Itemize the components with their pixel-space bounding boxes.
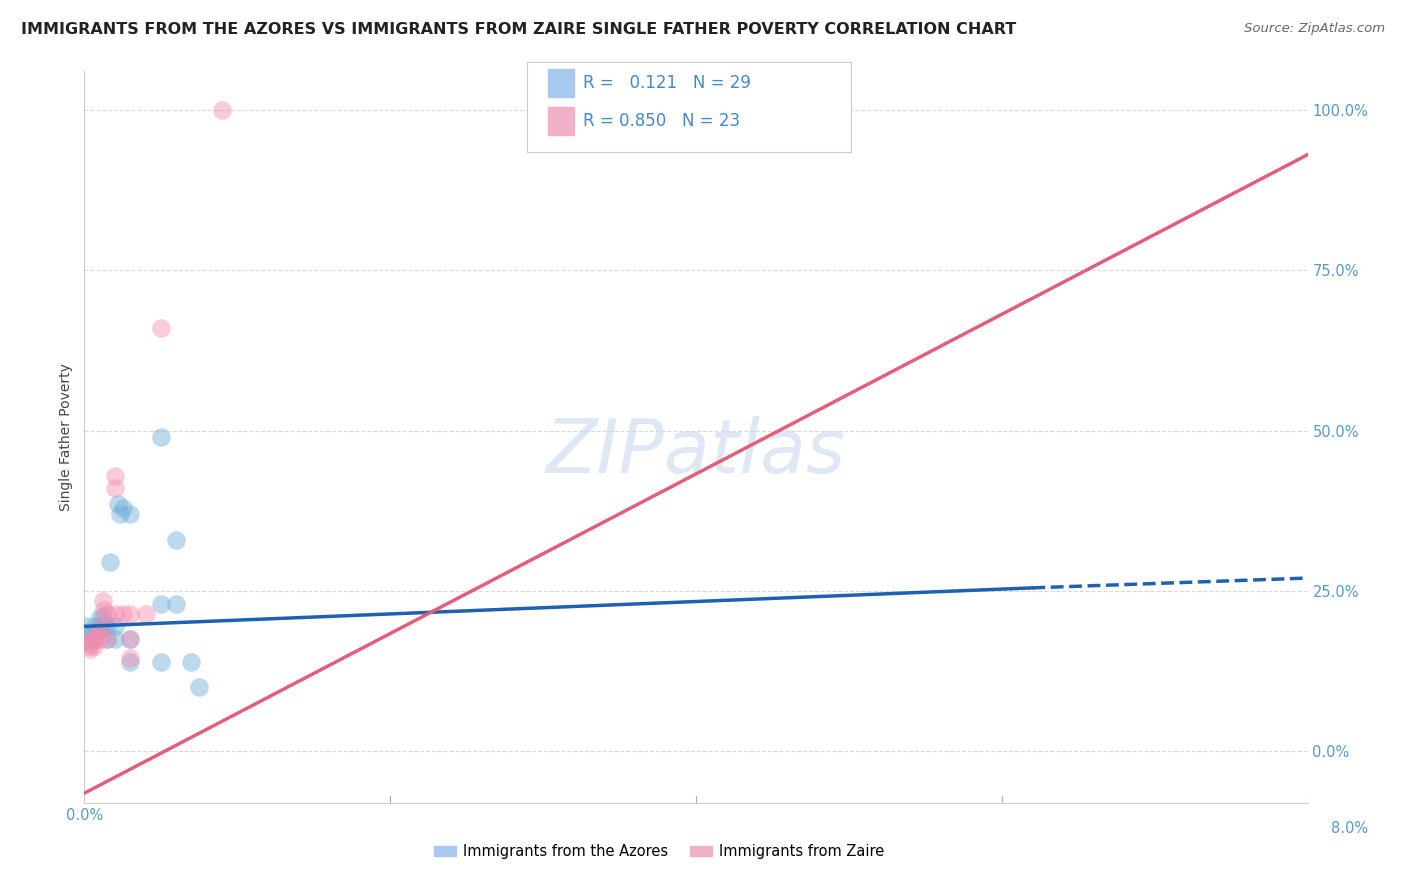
Point — [104, 482, 127, 496]
Text: 8.0%: 8.0% — [1330, 822, 1368, 837]
Point — [83, 639, 105, 653]
Point — [86, 623, 108, 637]
Point — [104, 619, 127, 633]
Point — [104, 607, 127, 621]
Y-axis label: Single Father Poverty: Single Father Poverty — [59, 363, 73, 511]
Point — [149, 597, 172, 611]
Point — [120, 655, 142, 669]
Point — [89, 632, 111, 647]
Text: IMMIGRANTS FROM THE AZORES VS IMMIGRANTS FROM ZAIRE SINGLE FATHER POVERTY CORREL: IMMIGRANTS FROM THE AZORES VS IMMIGRANTS… — [21, 22, 1017, 37]
Point — [165, 533, 187, 547]
Point — [91, 609, 114, 624]
Point — [188, 681, 211, 695]
Point — [76, 619, 98, 633]
Point — [107, 498, 129, 512]
Point — [120, 632, 142, 647]
Point — [180, 655, 202, 669]
Point — [93, 603, 115, 617]
Point — [83, 632, 105, 647]
Point — [98, 555, 121, 569]
Text: Source: ZipAtlas.com: Source: ZipAtlas.com — [1244, 22, 1385, 36]
Legend: Immigrants from the Azores, Immigrants from Zaire: Immigrants from the Azores, Immigrants f… — [429, 838, 890, 865]
Point — [120, 651, 142, 665]
Point — [80, 625, 103, 640]
Point — [165, 597, 187, 611]
Point — [93, 619, 115, 633]
Point — [104, 468, 127, 483]
Point — [135, 607, 157, 621]
Point — [84, 632, 107, 647]
Point — [108, 507, 131, 521]
Point — [149, 321, 172, 335]
Point — [149, 430, 172, 444]
Point — [120, 632, 142, 647]
Point — [76, 635, 98, 649]
Point — [96, 619, 118, 633]
Point — [79, 635, 101, 649]
Point — [96, 632, 118, 647]
Point — [89, 609, 111, 624]
Point — [89, 619, 111, 633]
Point — [104, 632, 127, 647]
Point — [211, 103, 233, 117]
Point — [120, 507, 142, 521]
Point — [111, 500, 134, 515]
Point — [77, 639, 100, 653]
Point — [77, 629, 100, 643]
Point — [149, 655, 172, 669]
Text: R = 0.850   N = 23: R = 0.850 N = 23 — [583, 112, 741, 130]
Point — [91, 593, 114, 607]
Point — [86, 629, 108, 643]
Point — [120, 607, 142, 621]
Point — [89, 619, 111, 633]
Text: ZIPatlas: ZIPatlas — [546, 416, 846, 488]
Point — [111, 607, 134, 621]
Point — [96, 632, 118, 647]
Point — [79, 641, 101, 656]
Text: R =   0.121   N = 29: R = 0.121 N = 29 — [583, 74, 751, 92]
Point — [84, 619, 107, 633]
Point — [80, 632, 103, 647]
Point — [96, 607, 118, 621]
